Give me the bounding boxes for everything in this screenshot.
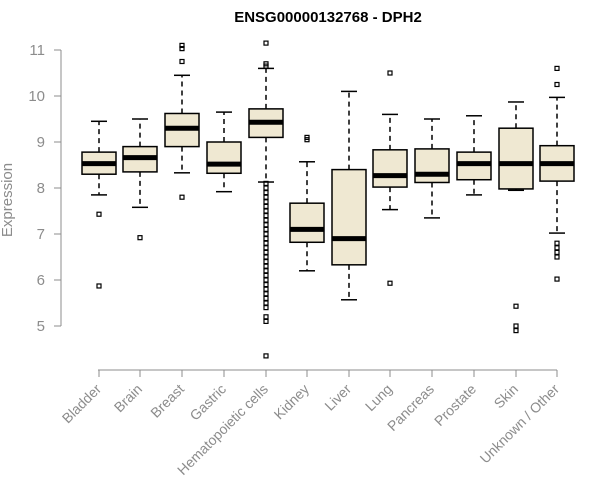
outlier-point [554,276,560,282]
box-1 [81,120,117,289]
outlier-point [263,272,269,278]
box-5 [248,40,284,359]
outlier-point [263,190,269,196]
iqr-box [289,202,325,244]
outlier-point [263,263,269,269]
outlier-point [263,199,269,205]
outlier-point [263,185,269,191]
box-3 [164,42,200,200]
outlier-point [263,254,269,260]
x-tick-label: Kidney [271,381,313,423]
outlier-point [179,58,185,65]
outlier-point [263,318,269,324]
iqr-box [206,141,242,175]
outlier-point [263,240,269,246]
outlier-point [554,81,560,88]
outlier-point [263,40,269,46]
x-tick-label: Breast [147,381,187,421]
outlier-point [304,134,310,140]
y-tick-label: 11 [29,42,45,59]
y-axis-ticks: 5 6 7 8 9 10 11 [28,42,61,335]
outlier-point [96,211,102,217]
x-tick-label: Liver [321,381,354,414]
iqr-box [331,168,367,266]
chart-title: ENSG00000132768 - DPH2 [234,9,422,26]
iqr-box [372,149,408,188]
box-4 [206,111,242,193]
y-tick-label: 5 [37,318,45,335]
outlier-point [263,277,269,283]
outlier-point [263,236,269,242]
outlier-point [513,328,519,334]
outlier-point [179,46,185,52]
outlier-point [263,295,269,301]
x-tick-label: Skin [491,381,522,412]
outlier-point [179,42,185,49]
y-tick-label: 6 [37,272,45,289]
outlier-point [263,245,269,251]
box-12 [539,65,575,282]
outlier-point [263,291,269,297]
box-2 [122,118,158,241]
box-6 [289,134,325,272]
box-series [81,40,575,359]
y-tick-label: 8 [37,180,45,197]
y-axis-label: Expression [0,163,16,237]
box-10 [456,115,492,196]
x-tick-label: Lung [362,381,395,414]
outlier-point [96,283,102,289]
outlier-point [263,222,269,228]
outlier-point [263,217,269,223]
outlier-point [387,280,393,286]
outlier-point [263,282,269,288]
outlier-point [554,254,560,260]
outlier-point [263,249,269,255]
outlier-point [263,226,269,232]
outlier-point [387,70,393,76]
outlier-point [263,194,269,200]
outlier-point [513,303,519,309]
outlier-point [263,231,269,237]
outlier-point [263,314,269,320]
x-tick-label: Brain [111,381,145,415]
outlier-point [263,305,269,311]
iqr-box [498,127,534,190]
outlier-point [554,249,560,255]
outlier-point [263,286,269,292]
outlier-point [263,61,269,67]
iqr-box [414,148,450,184]
outlier-point [263,208,269,214]
x-tick-label: Prostate [431,381,479,429]
outlier-point [137,235,143,241]
outlier-point [263,213,269,219]
outlier-point [263,259,269,265]
outlier-point [263,353,269,359]
outlier-point [263,180,269,186]
y-tick-label: 7 [37,226,45,243]
x-tick-label: Pancreas [384,381,437,434]
outlier-point [554,245,560,251]
box-9 [414,118,450,219]
y-tick-label: 10 [28,88,45,105]
box-11 [498,101,534,334]
outlier-point [179,194,185,200]
outlier-point [554,240,560,246]
outlier-point [263,300,269,306]
outlier-point [513,323,519,329]
outlier-point [554,65,560,72]
box-7 [331,90,367,301]
box-8 [372,70,408,286]
x-tick-label: Bladder [59,381,105,427]
outlier-point [263,268,269,274]
y-tick-label: 9 [37,134,45,151]
outlier-point [263,203,269,209]
